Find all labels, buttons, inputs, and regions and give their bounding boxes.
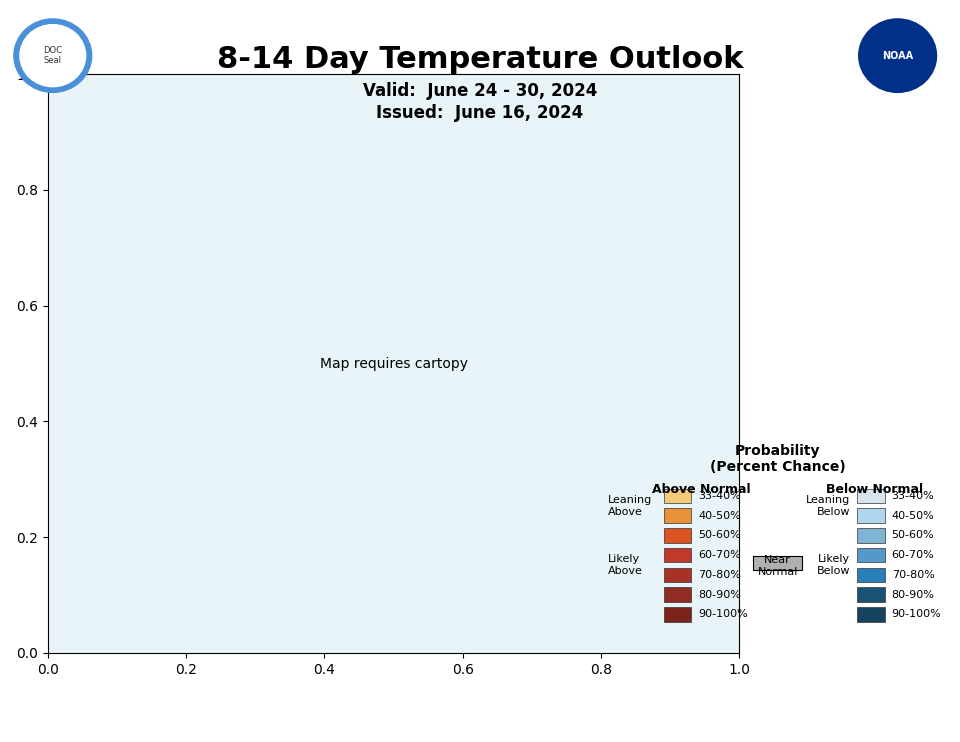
Text: NOAA: NOAA (882, 50, 913, 61)
Circle shape (20, 24, 85, 87)
Bar (754, 556, 802, 570)
Bar (663, 528, 691, 542)
Bar (663, 548, 691, 562)
Text: 33-40%: 33-40% (892, 491, 934, 501)
Bar (663, 508, 691, 523)
Text: Near
Normal: Near Normal (757, 555, 798, 577)
Text: DOC
Seal: DOC Seal (43, 46, 62, 65)
Bar (663, 588, 691, 602)
Text: Issued:  June 16, 2024: Issued: June 16, 2024 (376, 104, 584, 122)
Text: 40-50%: 40-50% (698, 510, 741, 521)
Text: 70-80%: 70-80% (698, 570, 741, 580)
Text: Valid:  June 24 - 30, 2024: Valid: June 24 - 30, 2024 (363, 82, 597, 99)
Bar (857, 489, 885, 503)
Bar (857, 588, 885, 602)
Text: Map requires cartopy: Map requires cartopy (320, 357, 468, 370)
Bar (857, 548, 885, 562)
Text: 70-80%: 70-80% (892, 570, 934, 580)
Text: Above Normal: Above Normal (652, 484, 751, 496)
Text: Likely
Above: Likely Above (609, 554, 643, 576)
Text: 60-70%: 60-70% (892, 550, 934, 560)
Text: Probability
(Percent Chance): Probability (Percent Chance) (709, 444, 846, 474)
Circle shape (13, 19, 91, 93)
Text: 40-50%: 40-50% (892, 510, 934, 521)
Text: Leaning
Below: Leaning Below (806, 495, 851, 516)
Text: 80-90%: 80-90% (892, 590, 934, 600)
Text: Leaning
Above: Leaning Above (609, 495, 653, 516)
Text: 50-60%: 50-60% (698, 531, 741, 540)
Bar (857, 568, 885, 582)
Text: Likely
Below: Likely Below (817, 554, 851, 576)
Bar (663, 607, 691, 622)
Bar (857, 528, 885, 542)
Circle shape (858, 19, 936, 93)
Bar (663, 568, 691, 582)
Text: 50-60%: 50-60% (892, 531, 934, 540)
Text: 33-40%: 33-40% (698, 491, 741, 501)
Text: 90-100%: 90-100% (698, 609, 748, 620)
Text: 80-90%: 80-90% (698, 590, 741, 600)
Text: 90-100%: 90-100% (892, 609, 942, 620)
Bar (663, 489, 691, 503)
Text: Below Normal: Below Normal (826, 484, 923, 496)
Text: 8-14 Day Temperature Outlook: 8-14 Day Temperature Outlook (217, 45, 743, 73)
Text: 60-70%: 60-70% (698, 550, 741, 560)
Bar (857, 607, 885, 622)
Bar (857, 508, 885, 523)
